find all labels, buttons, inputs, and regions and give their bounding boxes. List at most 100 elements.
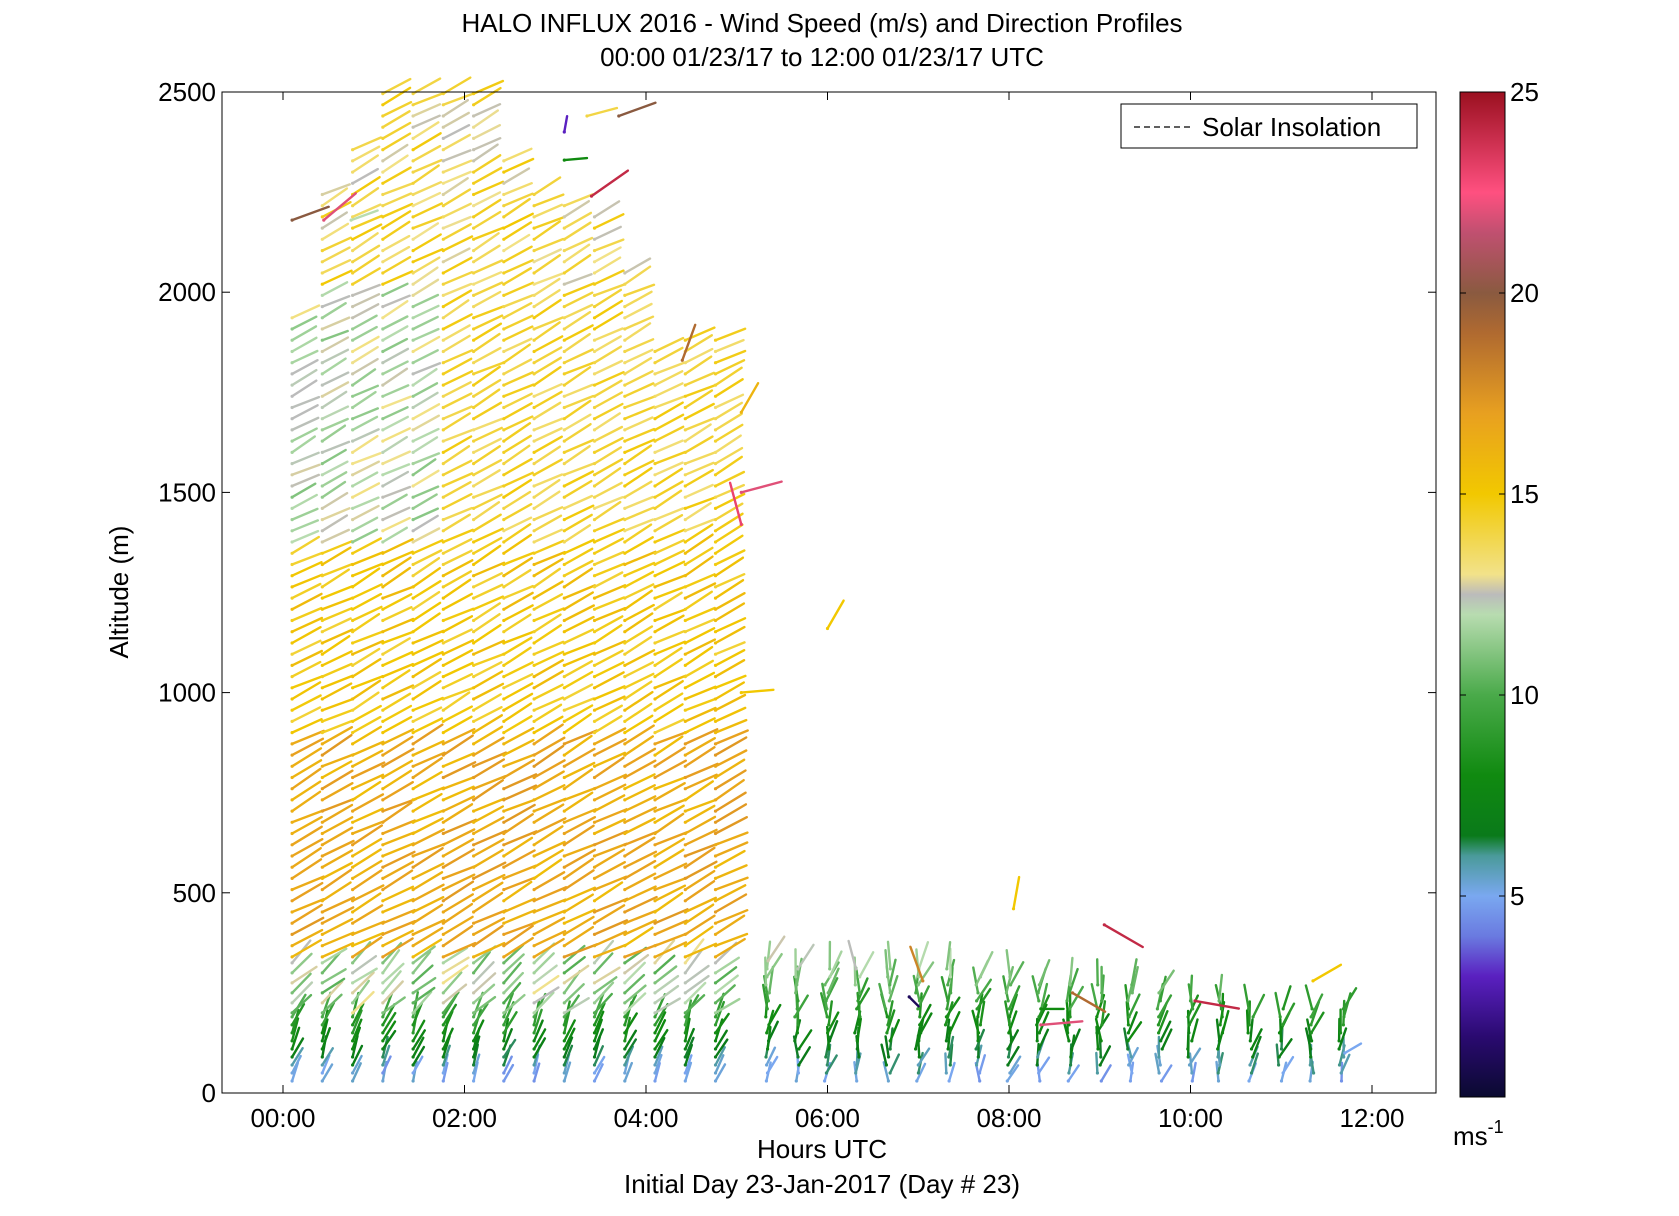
wind-vector-base (532, 1047, 536, 1051)
wind-vector (593, 727, 627, 746)
wind-vector (381, 121, 412, 140)
wind-vector (442, 459, 473, 476)
wind-vector (351, 537, 382, 555)
wind-vector (1006, 1064, 1020, 1083)
wind-vector-base (290, 899, 294, 903)
wind-vector-base (441, 1011, 445, 1015)
wind-vector-base (919, 1031, 923, 1035)
wind-vector (714, 791, 747, 813)
wind-vector-base (592, 921, 597, 925)
wind-vector-base (765, 1031, 769, 1035)
wind-vector (502, 715, 533, 734)
wind-vector (411, 557, 441, 577)
wind-vector-base (623, 271, 627, 275)
wind-vector (290, 847, 322, 869)
wind-vector-base (290, 731, 294, 735)
wind-vector-base (441, 226, 445, 230)
wind-vector (381, 1055, 392, 1075)
wind-vector-base (411, 991, 415, 995)
wind-vector-base (441, 192, 445, 197)
wind-vector-base (562, 237, 566, 241)
wind-vector (623, 661, 654, 678)
wind-vector-base (886, 1079, 891, 1083)
wind-vector (411, 1019, 426, 1043)
wind-vector (563, 824, 595, 846)
wind-vector-base (1069, 1063, 1073, 1067)
wind-vector (684, 925, 714, 947)
wind-vector-base (381, 529, 385, 533)
wind-vector (381, 300, 409, 319)
wind-vector-base (653, 428, 657, 432)
wind-vector-base (290, 450, 294, 454)
wind-vector (714, 617, 747, 633)
wind-vector-base (351, 170, 355, 174)
wind-vector (472, 891, 504, 914)
wind-vector-base (713, 820, 718, 824)
wind-vector (321, 628, 354, 645)
wind-vector-base (623, 1031, 627, 1035)
wind-vector-base (653, 697, 657, 701)
wind-vector (684, 347, 714, 364)
plot-frame (221, 91, 1437, 1094)
wind-vector-base (290, 955, 294, 959)
wind-vector (563, 604, 595, 622)
wind-vector-base (917, 1039, 921, 1043)
wind-vector (290, 981, 314, 1005)
wind-vector (381, 86, 412, 107)
wind-vector-base (562, 361, 566, 365)
wind-vector (623, 338, 655, 353)
wind-vector-base (381, 809, 385, 813)
wind-vector-base (502, 271, 506, 275)
wind-vector (532, 506, 564, 521)
wind-vector-base (411, 708, 415, 712)
wind-vector (1251, 993, 1266, 1019)
wind-vector (502, 584, 534, 600)
wind-vector (472, 1035, 481, 1059)
wind-vector (381, 996, 406, 1015)
wind-vector-base (502, 529, 506, 533)
wind-vector-base (381, 686, 385, 690)
wind-vector (351, 647, 381, 667)
wind-vector-base (472, 630, 476, 634)
wind-vector (381, 234, 411, 252)
wind-vector-base (441, 428, 445, 432)
wind-vector-base (381, 562, 385, 567)
wind-vector-base (826, 991, 830, 995)
wind-vector-base (532, 361, 536, 365)
wind-vector (623, 1012, 638, 1035)
wind-vector-base (532, 282, 536, 286)
wind-vector-base (441, 787, 445, 791)
wind-vector (351, 1009, 363, 1035)
wind-vector (945, 941, 952, 971)
wind-vector (411, 191, 442, 207)
wind-vector-base (411, 136, 415, 140)
wind-vector-base (623, 473, 627, 477)
wind-vector (351, 971, 375, 995)
wind-vector (623, 895, 658, 914)
wind-vector-base (1039, 1007, 1043, 1011)
wind-vector-base (351, 361, 355, 365)
wind-vector-base (943, 1023, 948, 1027)
wind-vector-base (683, 361, 687, 365)
wind-vector-base (320, 1079, 324, 1083)
wind-vector (502, 167, 531, 185)
wind-vector-base (381, 663, 385, 668)
wind-vector (945, 1018, 951, 1043)
wind-vector-base (411, 574, 415, 578)
wind-vector-base (532, 215, 536, 219)
wind-vector-base (653, 843, 657, 847)
wind-vector (653, 1045, 664, 1067)
wind-vector-base (351, 585, 355, 589)
wind-vector-base (290, 585, 294, 589)
wind-vector-base (381, 327, 385, 331)
wind-vector-base (441, 439, 445, 443)
wind-vector-base (532, 540, 536, 544)
wind-vector-base (351, 1055, 355, 1059)
wind-vector-base (592, 316, 597, 320)
wind-vector-base (713, 764, 718, 768)
wind-vector-base (502, 697, 506, 701)
wind-vector (684, 746, 716, 768)
wind-vector (351, 415, 379, 432)
wind-vector-base (683, 596, 687, 600)
wind-vector-base (502, 305, 506, 309)
